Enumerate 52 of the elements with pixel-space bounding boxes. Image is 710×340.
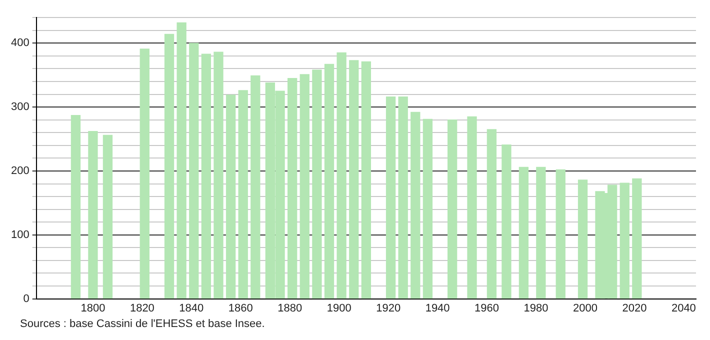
bar [620, 182, 630, 299]
x-tick-label: 1860 [228, 302, 253, 314]
bar [578, 180, 588, 299]
bar [386, 96, 396, 299]
bar [361, 61, 372, 299]
bar [214, 52, 224, 299]
bar [176, 22, 186, 299]
bar [556, 169, 566, 299]
bar [140, 48, 150, 299]
x-tick-label: 1800 [80, 302, 106, 314]
x-tick-label: 1900 [326, 302, 352, 314]
y-tick-label: 300 [10, 101, 30, 114]
y-tick-label: 400 [10, 37, 30, 50]
bar [632, 178, 642, 299]
y-tick-label: 100 [10, 228, 30, 241]
x-tick-label: 1840 [179, 302, 204, 314]
bar [300, 74, 310, 299]
bar [201, 54, 212, 299]
y-tick-label: 0 [23, 292, 30, 305]
bar [518, 166, 529, 299]
x-tick-label: 1880 [278, 302, 302, 314]
bar [102, 134, 113, 299]
bar [288, 78, 298, 299]
bar [238, 90, 248, 299]
bar [467, 116, 477, 299]
bar [88, 131, 98, 299]
bar [250, 75, 260, 299]
bar [410, 112, 420, 299]
bar [70, 115, 81, 299]
bar [398, 96, 408, 299]
y-tick-label: 200 [10, 165, 30, 178]
bar [226, 94, 236, 299]
x-tick-label: 1960 [474, 302, 500, 314]
source-note: Sources : base Cassini de l'EHESS et base Insee. [20, 318, 266, 330]
x-tick-label: 1980 [524, 302, 548, 314]
x-tick-label: 1820 [130, 302, 154, 314]
bar [164, 34, 174, 299]
bar [502, 144, 512, 299]
bar [422, 118, 433, 299]
bar [486, 129, 497, 299]
bar [189, 42, 199, 299]
bar [312, 70, 322, 299]
x-tick-label: 1940 [425, 302, 450, 314]
x-tick-label: 2040 [671, 302, 696, 314]
bar [447, 120, 458, 299]
x-tick-label: 2020 [622, 302, 647, 314]
bar [536, 166, 546, 299]
bar [349, 60, 359, 299]
bar [336, 52, 346, 299]
bar [324, 64, 334, 299]
x-tick-label: 1920 [376, 302, 401, 314]
x-tick-label: 2000 [572, 302, 598, 314]
